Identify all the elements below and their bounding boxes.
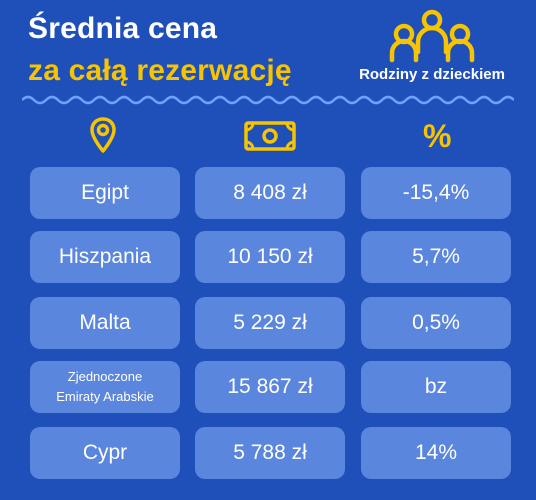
price-cypr: 5 788 zł bbox=[195, 427, 345, 479]
change-malta: 0,5% bbox=[361, 297, 511, 349]
country-uae-line2: Emiraty Arabskie bbox=[56, 389, 154, 404]
price-uae: 15 867 zł bbox=[195, 361, 345, 413]
country-hiszpania: Hiszpania bbox=[30, 231, 180, 283]
banknote-icon bbox=[244, 121, 296, 151]
change-cypr: 14% bbox=[361, 427, 511, 479]
percent-symbol: % bbox=[423, 118, 452, 154]
title-line-2: za całą rezerwację bbox=[28, 54, 292, 87]
country-cypr: Cypr bbox=[30, 427, 180, 479]
change-egipt: -15,4% bbox=[361, 167, 511, 219]
country-malta: Malta bbox=[30, 297, 180, 349]
country-egipt: Egipt bbox=[30, 167, 180, 219]
change-hiszpania: 5,7% bbox=[361, 231, 511, 283]
price-malta: 5 229 zł bbox=[195, 297, 345, 349]
wave-divider bbox=[22, 95, 514, 105]
price-hiszpania: 10 150 zł bbox=[195, 231, 345, 283]
country-uae-line1: Zjednoczone bbox=[67, 369, 143, 384]
family-badge: Rodziny z dzieckiem bbox=[352, 8, 512, 88]
price-egipt: 8 408 zł bbox=[195, 167, 345, 219]
title-line-1: Średnia cena bbox=[28, 12, 218, 45]
change-uae: bz bbox=[361, 361, 511, 413]
badge-label: Rodziny z dzieckiem bbox=[359, 66, 505, 83]
location-pin-icon bbox=[90, 117, 116, 153]
family-icon bbox=[389, 9, 475, 63]
country-uae: Zjednoczone Emiraty Arabskie bbox=[30, 361, 180, 413]
